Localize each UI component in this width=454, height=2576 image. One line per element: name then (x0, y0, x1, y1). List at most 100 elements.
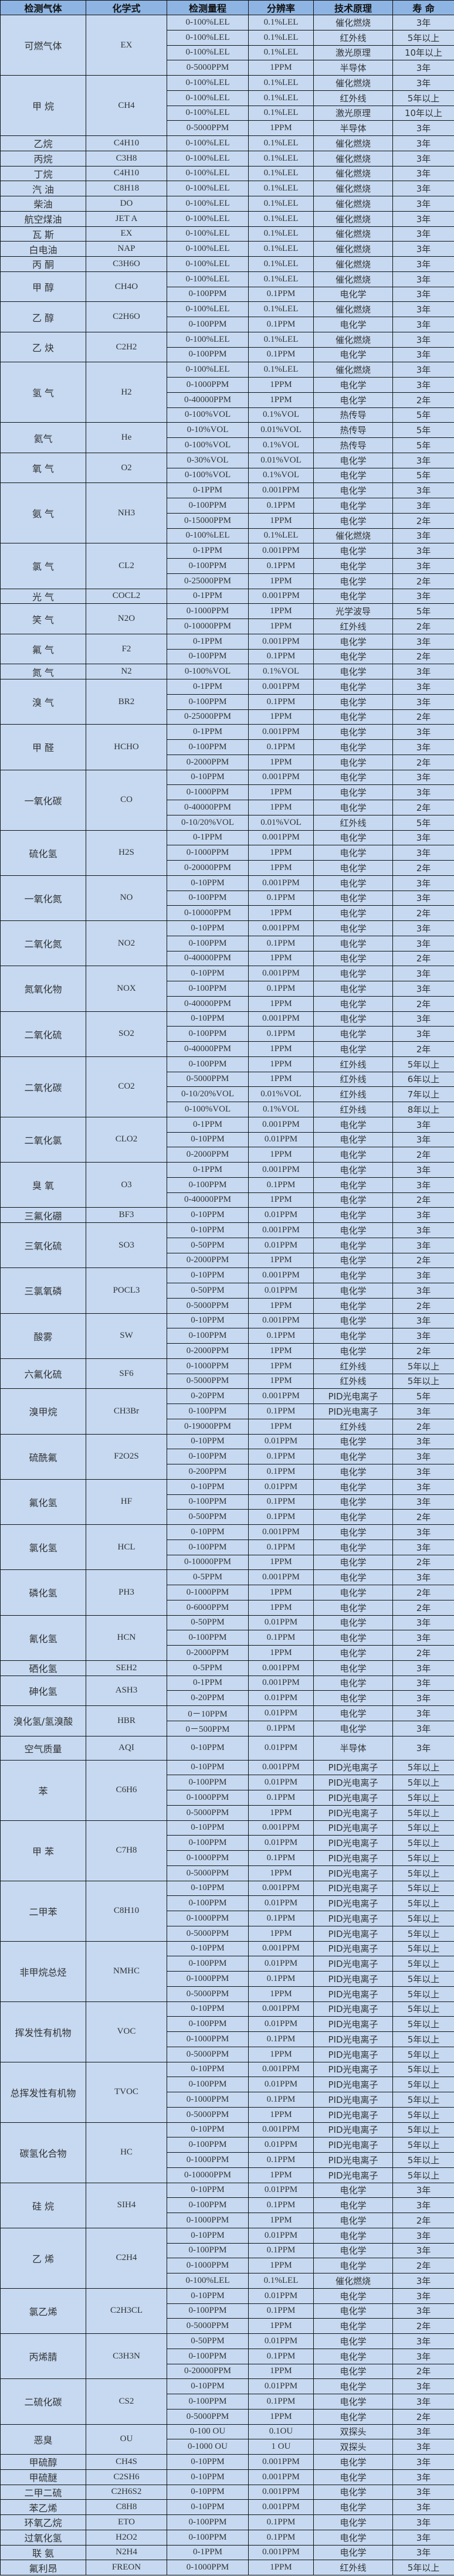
technology-cell: 电化学 (313, 2408, 393, 2425)
gas-name-cell: 丙烷 (0, 150, 86, 166)
resolution-cell: 1PPM (248, 1071, 314, 1088)
lifetime-cell: 3年 (392, 226, 454, 242)
range-cell: 0-100PPM (167, 2197, 249, 2213)
technology-cell: PID光电离子 (313, 2122, 393, 2138)
lifetime-cell: 5年以上 (392, 2152, 454, 2168)
resolution-cell: 0.1%LEL (248, 150, 314, 166)
gas-name-cell: 丁烷 (0, 165, 86, 182)
lifetime-cell: 5年以上 (392, 2061, 454, 2078)
table-row: 二氧化氯 CLO2 0-1PPM 0.001PPM 电化学 3年 (0, 1116, 454, 1163)
range-cell: 0-10PPM (167, 2061, 249, 2078)
table-row: 氮氧化物 NOX 0-10PPM 0.001PPM 电化学 3年 (0, 966, 454, 1012)
resolution-cell: 0.1PPM (248, 1850, 314, 1866)
lifetime-cell: 5年以上 (392, 1790, 454, 1806)
technology-cell: 电化学 (313, 1599, 393, 1616)
technology-cell: PID光电离子 (313, 2077, 393, 2092)
technology-cell: 电化学 (313, 1630, 393, 1646)
technology-cell: 催化燃烧 (313, 331, 393, 348)
resolution-cell: 0.01PPM (248, 2288, 314, 2304)
table-row: 一氧化氮 NO 0-10PPM 0.001PPM 电化学 3年 (0, 875, 454, 922)
table-row: 氟化氢 HF 0-10PPM 0.01PPM 电化学 3年 (0, 1479, 454, 1525)
technology-cell: 电化学 (313, 1026, 393, 1042)
table-row: 0-1000PPM 1PPM 电化学 3年 (1, 845, 454, 861)
range-cell: 0-10PPM (167, 2227, 249, 2244)
resolution-cell: 0.1PPM (248, 1328, 314, 1344)
table-row: 0-100PPM 0.01PPM PID光电离子 5年以上 (1, 1775, 454, 1790)
lifetime-cell: 3年 (392, 2378, 454, 2394)
resolution-cell: 1PPM (248, 1056, 314, 1072)
resolution-cell: 0.1%LEL (248, 135, 314, 151)
lifetime-cell: 3年 (392, 1720, 454, 1736)
technology-cell: PID光电离子 (313, 1986, 393, 2002)
resolution-cell: 0.01PPM (248, 2333, 314, 2349)
range-cell: 0-100%LEL (167, 301, 249, 317)
gas-name-cell: 笑 气 (0, 603, 86, 634)
table-row: 0-15000PPM 1PPM 电化学 2年 (1, 512, 454, 529)
lifetime-cell: 3年 (392, 2227, 454, 2244)
resolution-cell: 1PPM (248, 120, 314, 136)
technology-cell: PID光电离子 (313, 2016, 393, 2032)
technology-cell: 电化学 (313, 1509, 393, 1525)
technology-cell: PID光电离子 (313, 2031, 393, 2047)
gas-name-cell: 氯化氢 (0, 1524, 86, 1571)
table-row: 苯 C6H6 0-10PPM 0.001PPM PID光电离子 5年以上 (0, 1759, 454, 1821)
table-row: 0-5000PPM 1PPM PID光电离子 5年以上 (1, 1986, 454, 2002)
resolution-cell: 1PPM (248, 1599, 314, 1616)
lifetime-cell: 8年以上 (392, 1102, 454, 1117)
lifetime-cell: 3年 (392, 150, 454, 166)
technology-cell: 红外线 (313, 2560, 393, 2575)
range-cell: 0-1000PPM (167, 2152, 249, 2168)
table-row: 0-5000PPM 1PPM 红外线 5年以上 (1, 1373, 454, 1389)
lifetime-cell: 5年以上 (392, 2001, 454, 2017)
table-row: 0-10000PPM 1PPM PID光电离子 5年以上 (1, 2167, 454, 2183)
resolution-cell: 0.1%VOL (248, 664, 314, 679)
lifetime-cell: 3年 (392, 377, 454, 393)
range-cell: 0-2000PPM (167, 1147, 249, 1163)
resolution-cell: 0.01PPM (248, 1237, 314, 1253)
table-row: 氟 气 F2 0-1PPM 0.001PPM 电化学 3年 (0, 633, 454, 665)
table-row: 氰化氢 HCN 0-50PPM 0.01PPM 电化学 3年 (0, 1615, 454, 1661)
range-cell: 0-10PPM (167, 1880, 249, 1897)
technology-cell: 电化学 (313, 1660, 393, 1676)
range-cell: 0-100%VOL (167, 437, 249, 453)
lifetime-cell: 5年以上 (392, 2106, 454, 2123)
resolution-cell: 0.001PPM (248, 1759, 314, 1776)
technology-cell: 电化学 (313, 709, 393, 725)
technology-cell: 电化学 (313, 2529, 393, 2546)
range-cell: 0-1000PPM (167, 784, 249, 800)
formula-cell: C4H10 (86, 135, 167, 151)
technology-cell: 红外线 (313, 618, 393, 634)
formula-cell: NH3 (86, 482, 167, 544)
resolution-cell: 1PPM (248, 2560, 314, 2575)
gas-name-cell: 丙烯腈 (0, 2333, 86, 2380)
table-row: 0-100PPM 0.1PPM 电化学 3年 (1, 2303, 454, 2319)
gas-name-cell: 溴化氢/氢溴酸 (0, 1705, 86, 1736)
formula-cell: C8H10 (86, 1880, 167, 1942)
technology-cell: 电化学 (313, 1207, 393, 1223)
lifetime-cell: 3年 (392, 317, 454, 332)
lifetime-cell: 3年 (392, 2439, 454, 2455)
formula-cell: EX (86, 226, 167, 242)
lifetime-cell: 5年 (392, 407, 454, 423)
gas-name-cell: 二氧化氯 (0, 1116, 86, 1163)
technology-cell: 电化学 (313, 2484, 393, 2500)
technology-cell: 电化学 (313, 1192, 393, 1208)
resolution-cell: 0.01%VOL (248, 452, 314, 468)
range-cell: 0-1000PPM (167, 2560, 249, 2575)
resolution-cell: 0.1%LEL (248, 105, 314, 121)
range-cell: 0-100%LEL (167, 29, 249, 46)
table-row: 0-1000PPM 0.1PPM PID光电离子 5年以上 (1, 1911, 454, 1926)
formula-cell: EX (86, 15, 167, 76)
formula-cell: BF3 (86, 1207, 167, 1223)
gas-name-cell: 柴油 (0, 196, 86, 212)
formula-cell: C3H6O (86, 256, 167, 272)
lifetime-cell: 2年 (392, 1252, 454, 1269)
technology-cell: 催化燃烧 (313, 362, 393, 378)
table-row: 氨 气 NH3 0-1PPM 0.001PPM 电化学 3年 (0, 482, 454, 544)
table-row: 0-5000PPM 1PPM PID光电离子 5年以上 (1, 1925, 454, 1942)
lifetime-cell: 3年 (392, 2348, 454, 2364)
range-cell: 0-100PPM (167, 1956, 249, 1972)
technology-cell: 催化燃烧 (313, 241, 393, 257)
technology-cell: PID光电离子 (313, 1865, 393, 1881)
lifetime-cell: 5年以上 (392, 1956, 454, 1972)
